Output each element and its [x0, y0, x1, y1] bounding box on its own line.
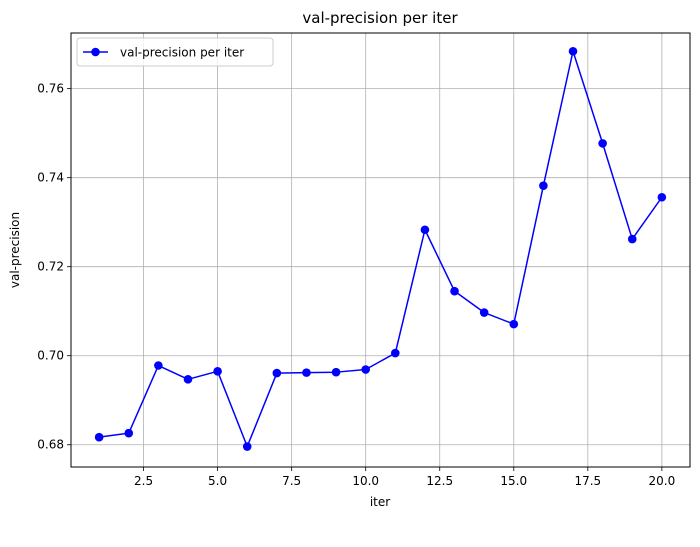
data-point	[568, 46, 578, 56]
data-point	[124, 428, 134, 438]
data-point	[213, 366, 222, 376]
data-point	[242, 442, 252, 451]
grid	[71, 33, 690, 467]
plot-area	[70, 32, 691, 468]
data-point	[420, 225, 430, 235]
x-tick-label: 7.5	[282, 474, 301, 488]
data-point	[598, 139, 607, 148]
data-point	[509, 319, 519, 329]
series-layer	[94, 46, 667, 451]
data-point	[331, 367, 341, 377]
data-point	[94, 432, 104, 442]
x-axis-label: iter	[370, 495, 390, 509]
x-tick-label: 10.0	[352, 474, 379, 488]
y-tick-label: 0.72	[37, 260, 64, 274]
x-tick-label: 12.5	[426, 474, 453, 488]
data-point	[657, 192, 667, 202]
series-line	[99, 50, 663, 448]
chart-title: val-precision per iter	[302, 9, 458, 27]
x-tick-label: 5.0	[208, 474, 227, 488]
y-tick-label: 0.76	[37, 82, 64, 96]
y-tick-label: 0.74	[37, 171, 64, 185]
data-point	[450, 286, 459, 296]
legend: val-precision per iter	[76, 37, 274, 67]
x-tick-label: 15.0	[500, 474, 527, 488]
x-tick-label: 2.5	[134, 474, 153, 488]
legend-box	[76, 37, 274, 67]
legend-marker-swatch	[91, 47, 100, 57]
legend-label: val-precision per iter	[120, 46, 244, 60]
data-point	[391, 348, 400, 358]
data-point	[302, 368, 311, 377]
x-tick-label: 17.5	[574, 474, 601, 488]
data-point	[539, 181, 548, 190]
data-point	[627, 234, 637, 244]
data-point	[272, 368, 282, 378]
data-point	[183, 375, 193, 384]
x-axis-ticks: 2.5 5.0 7.5 10.0 12.5 15.0 17.5 20.0	[134, 467, 675, 488]
data-point	[479, 308, 489, 317]
data-point	[154, 361, 163, 370]
data-point	[361, 365, 370, 374]
y-tick-label: 0.68	[37, 438, 64, 452]
y-tick-label: 0.70	[37, 349, 64, 363]
y-axis-label: val-precision	[8, 212, 22, 288]
x-tick-label: 20.0	[649, 474, 676, 488]
y-axis-ticks: 0.68 0.70 0.72 0.74 0.76	[37, 82, 71, 452]
